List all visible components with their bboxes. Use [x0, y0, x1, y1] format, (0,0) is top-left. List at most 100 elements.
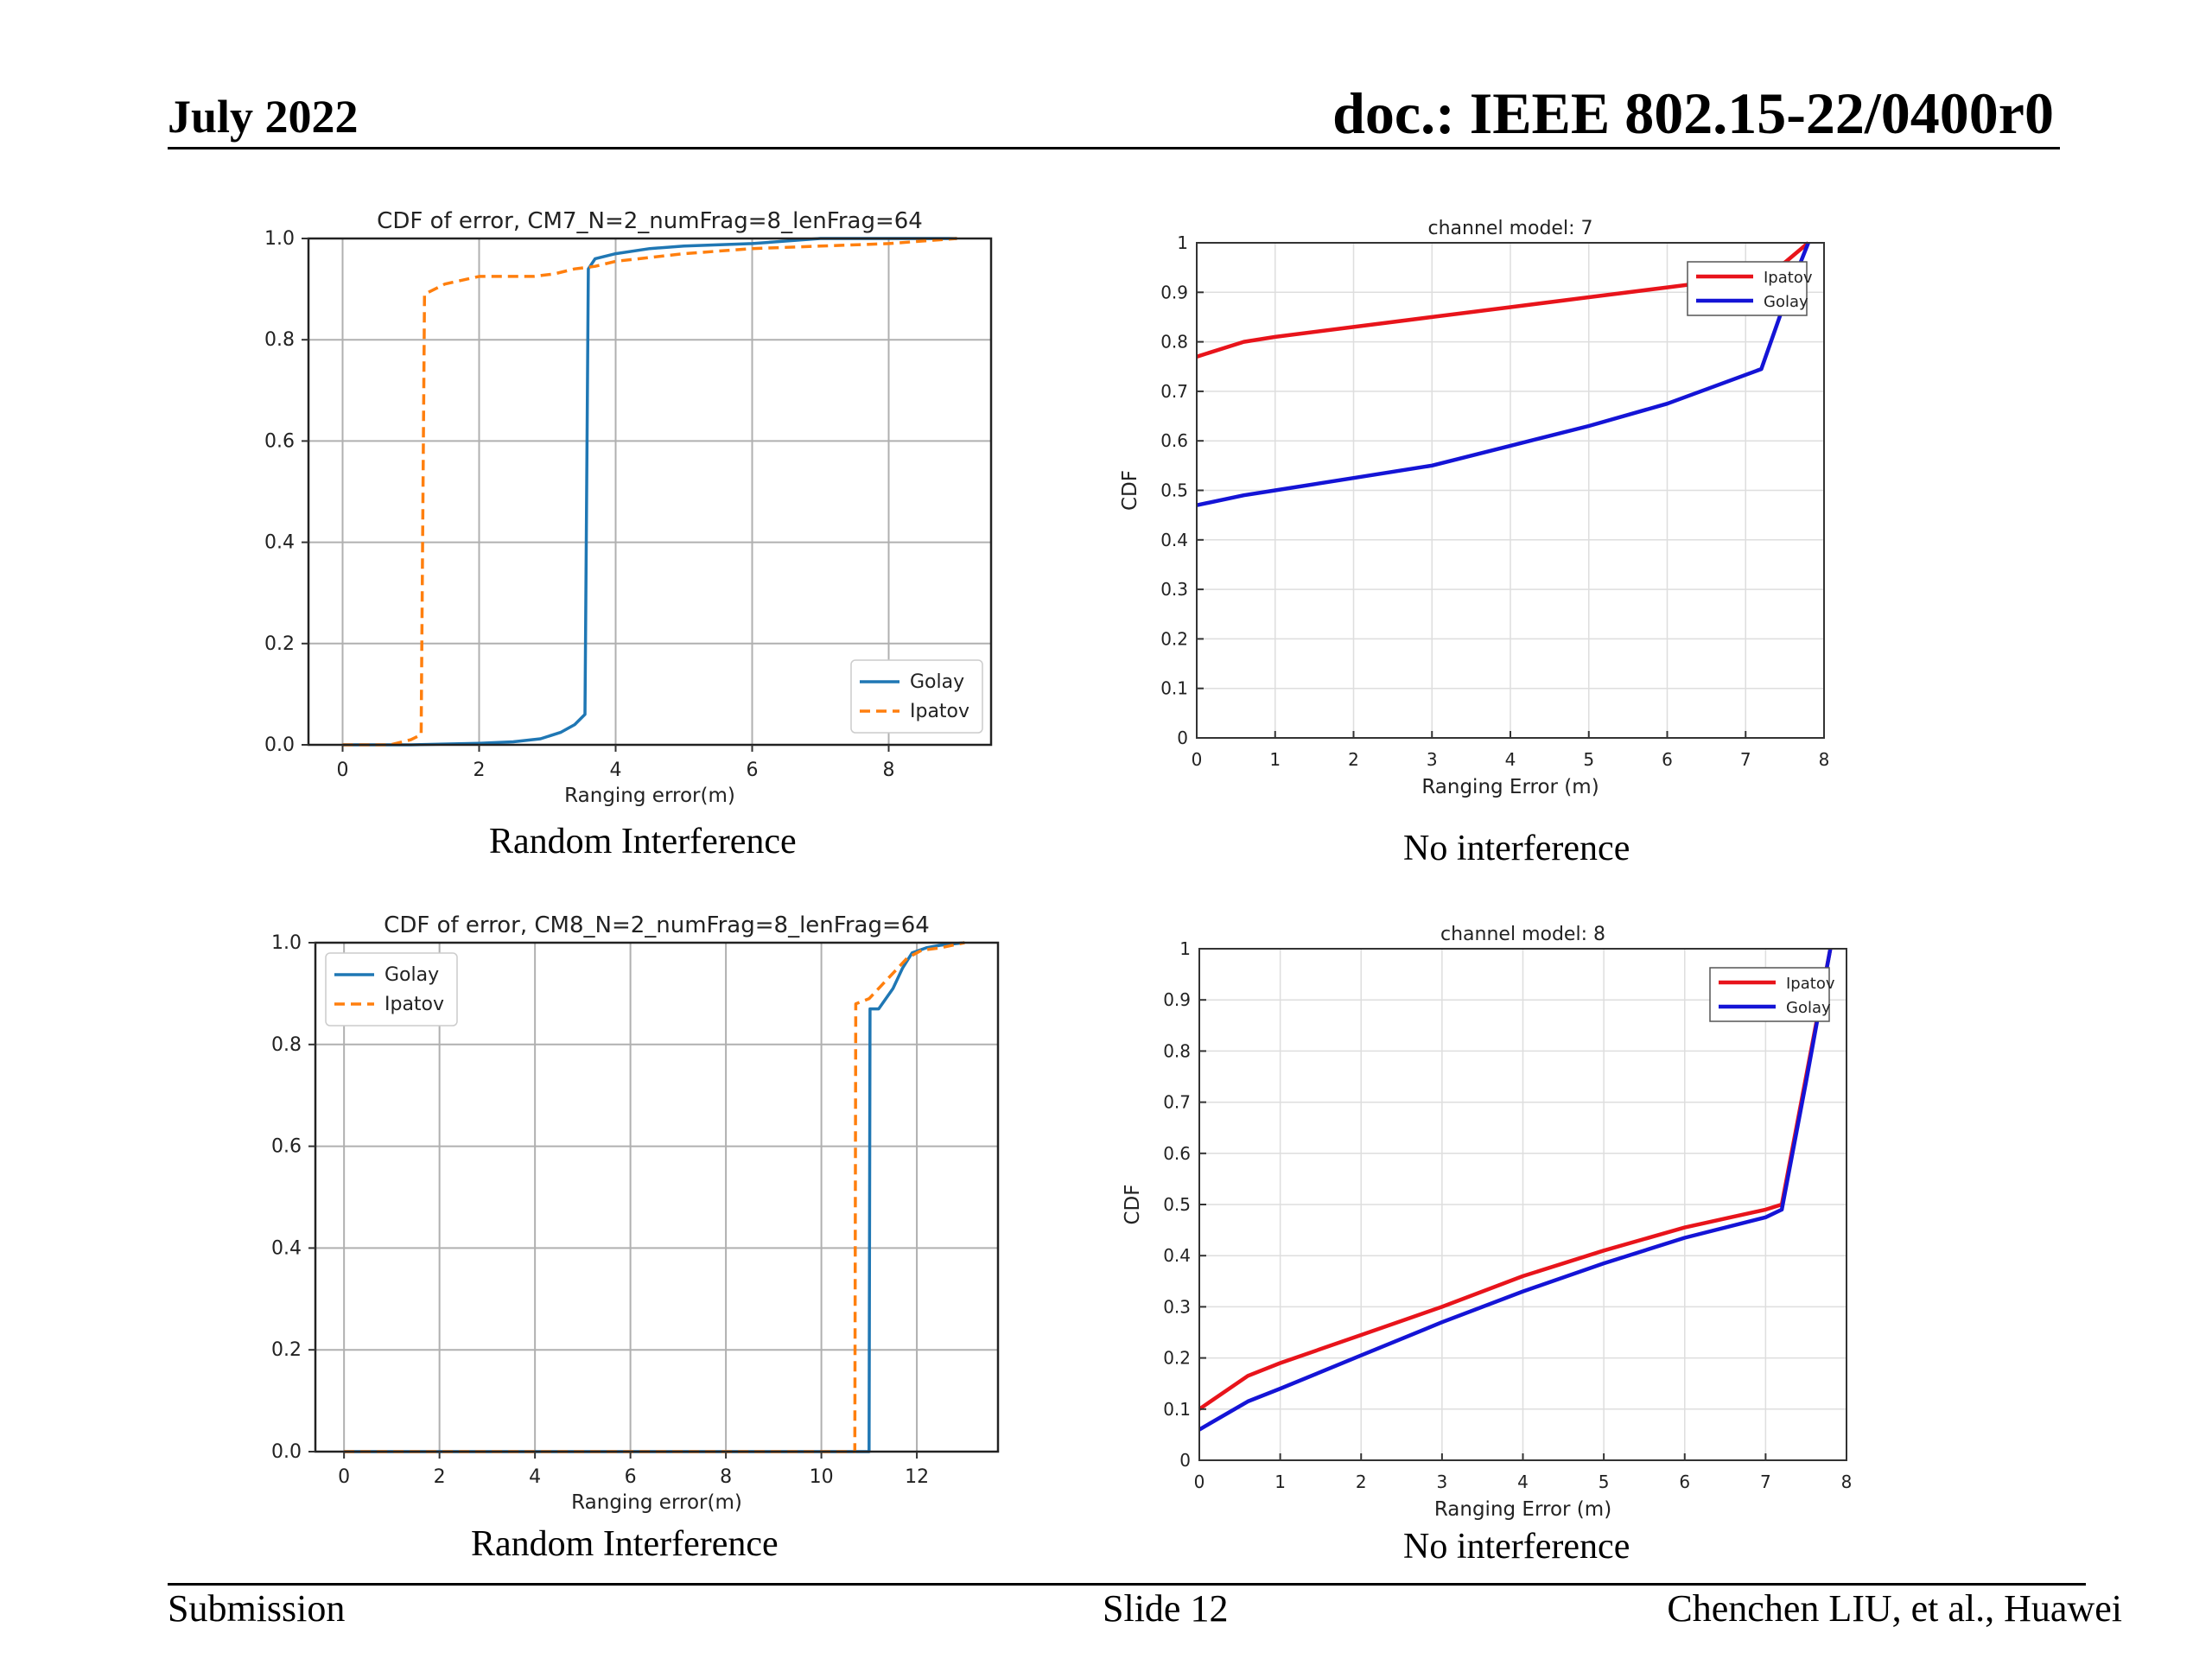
legend-label-ipatov: Ipatov	[910, 701, 969, 722]
y-tick-label: 0.0	[271, 1441, 302, 1463]
plot-frame	[307, 237, 993, 747]
header-rule	[168, 147, 2060, 149]
x-tick-label: 1	[1274, 1471, 1286, 1492]
series-line-golay	[344, 941, 965, 1453]
footer-rule	[168, 1583, 2086, 1586]
footer-slide-number: Slide 12	[1103, 1587, 1229, 1630]
legend-label-ipatov: Ipatov	[385, 994, 444, 1015]
y-tick-label: 0.5	[1160, 480, 1188, 501]
x-tick-label: 8	[1841, 1471, 1853, 1492]
y-tick-label: 0.9	[1163, 989, 1191, 1010]
y-tick-label: 0.3	[1160, 579, 1188, 600]
y-tick-label: 1	[1179, 938, 1191, 959]
y-tick-label: 0.8	[271, 1034, 302, 1056]
x-tick-label: 0	[338, 1466, 350, 1488]
y-tick-label: 0.8	[264, 329, 295, 351]
plot-frame	[314, 941, 1000, 1453]
y-tick-label: 0.8	[1163, 1040, 1191, 1061]
x-tick-label: 8	[883, 760, 895, 781]
x-tick-label: 4	[529, 1466, 541, 1488]
x-tick-label: 6	[1679, 1471, 1690, 1492]
x-tick-label: 6	[747, 760, 759, 781]
legend-box	[1709, 967, 1830, 1022]
legend-label-golay: Golay	[385, 964, 439, 986]
y-tick-label: 0	[1179, 1450, 1191, 1471]
x-axis-label: Ranging error(m)	[564, 785, 735, 807]
y-tick-label: 0.6	[1160, 430, 1188, 451]
x-tick-label: 4	[1517, 1471, 1529, 1492]
x-tick-label: 6	[625, 1466, 637, 1488]
x-tick-label: 3	[1437, 1471, 1448, 1492]
x-tick-label: 3	[1427, 749, 1438, 770]
series-line-ipatov	[342, 237, 957, 747]
y-tick-label: 0.1	[1160, 678, 1188, 699]
y-tick-label: 0.8	[1160, 332, 1188, 353]
y-tick-label: 0.2	[1160, 628, 1188, 649]
y-tick-label: 0.9	[1160, 282, 1188, 302]
caption-bottom-right: No interference	[1403, 1527, 1630, 1567]
x-tick-label: 0	[337, 760, 349, 781]
chart-title: CDF of error, CM7_N=2_numFrag=8_lenFrag=…	[377, 208, 923, 234]
legend-box	[1687, 261, 1808, 316]
y-tick-label: 0.4	[271, 1237, 302, 1259]
x-tick-label: 5	[1583, 749, 1594, 770]
y-tick-label: 0.6	[271, 1136, 302, 1158]
caption-top-left: Random Interference	[489, 822, 797, 861]
chart-title: CDF of error, CM8_N=2_numFrag=8_lenFrag=…	[384, 912, 930, 938]
x-tick-label: 2	[1348, 749, 1359, 770]
x-tick-label: 1	[1269, 749, 1281, 770]
series-line-golay	[1196, 242, 1810, 507]
y-tick-label: 0.2	[271, 1339, 302, 1361]
x-tick-label: 8	[720, 1466, 732, 1488]
footer-authors: Chenchen LIU, et al., Huawei	[1667, 1587, 2122, 1630]
x-tick-label: 4	[1505, 749, 1516, 770]
y-tick-label: 0.2	[264, 633, 295, 655]
x-tick-label: 0	[1192, 749, 1203, 770]
y-tick-label: 1.0	[264, 228, 295, 250]
x-tick-label: 2	[1356, 1471, 1367, 1492]
x-tick-label: 7	[1740, 749, 1751, 770]
x-tick-label: 2	[474, 760, 486, 781]
chart-title: channel model: 7	[1428, 218, 1593, 239]
y-tick-label: 0.7	[1163, 1092, 1191, 1113]
x-tick-label: 4	[610, 760, 622, 781]
y-tick-label: 0.5	[1163, 1194, 1191, 1215]
y-tick-label: 1	[1177, 232, 1188, 253]
y-axis-label: CDF	[1119, 470, 1141, 511]
y-tick-label: 0.2	[1163, 1348, 1191, 1369]
y-tick-label: 0.6	[1163, 1143, 1191, 1164]
chart-title: channel model: 8	[1440, 924, 1605, 945]
y-tick-label: 0.4	[1163, 1245, 1191, 1266]
caption-bottom-left: Random Interference	[471, 1524, 779, 1564]
legend-label-golay: Golay	[1786, 999, 1831, 1017]
caption-top-right: No interference	[1403, 829, 1630, 868]
footer-submission: Submission	[168, 1587, 346, 1630]
y-tick-label: 0	[1177, 728, 1188, 748]
x-axis-label: Ranging error(m)	[571, 1491, 742, 1514]
x-tick-label: 8	[1819, 749, 1830, 770]
y-tick-label: 0.6	[264, 430, 295, 452]
header-date: July 2022	[168, 91, 359, 143]
y-tick-label: 0.7	[1160, 381, 1188, 402]
series-line-golay	[1198, 948, 1833, 1432]
legend-box	[850, 659, 983, 734]
legend-label-golay: Golay	[1764, 293, 1808, 311]
y-tick-label: 0.4	[1160, 530, 1188, 550]
series-line-golay	[342, 237, 957, 747]
legend-box	[325, 952, 458, 1027]
legend-label-golay: Golay	[910, 671, 964, 693]
series-line-ipatov	[344, 941, 965, 1453]
legend-label-ipatov: Ipatov	[1786, 975, 1835, 993]
x-axis-label: Ranging Error (m)	[1421, 776, 1599, 798]
y-tick-label: 0.3	[1163, 1296, 1191, 1317]
x-tick-label: 12	[905, 1466, 929, 1488]
y-tick-label: 1.0	[271, 932, 302, 954]
x-tick-label: 6	[1662, 749, 1673, 770]
x-tick-label: 7	[1760, 1471, 1771, 1492]
x-axis-label: Ranging Error (m)	[1434, 1498, 1611, 1521]
x-tick-label: 5	[1599, 1471, 1610, 1492]
